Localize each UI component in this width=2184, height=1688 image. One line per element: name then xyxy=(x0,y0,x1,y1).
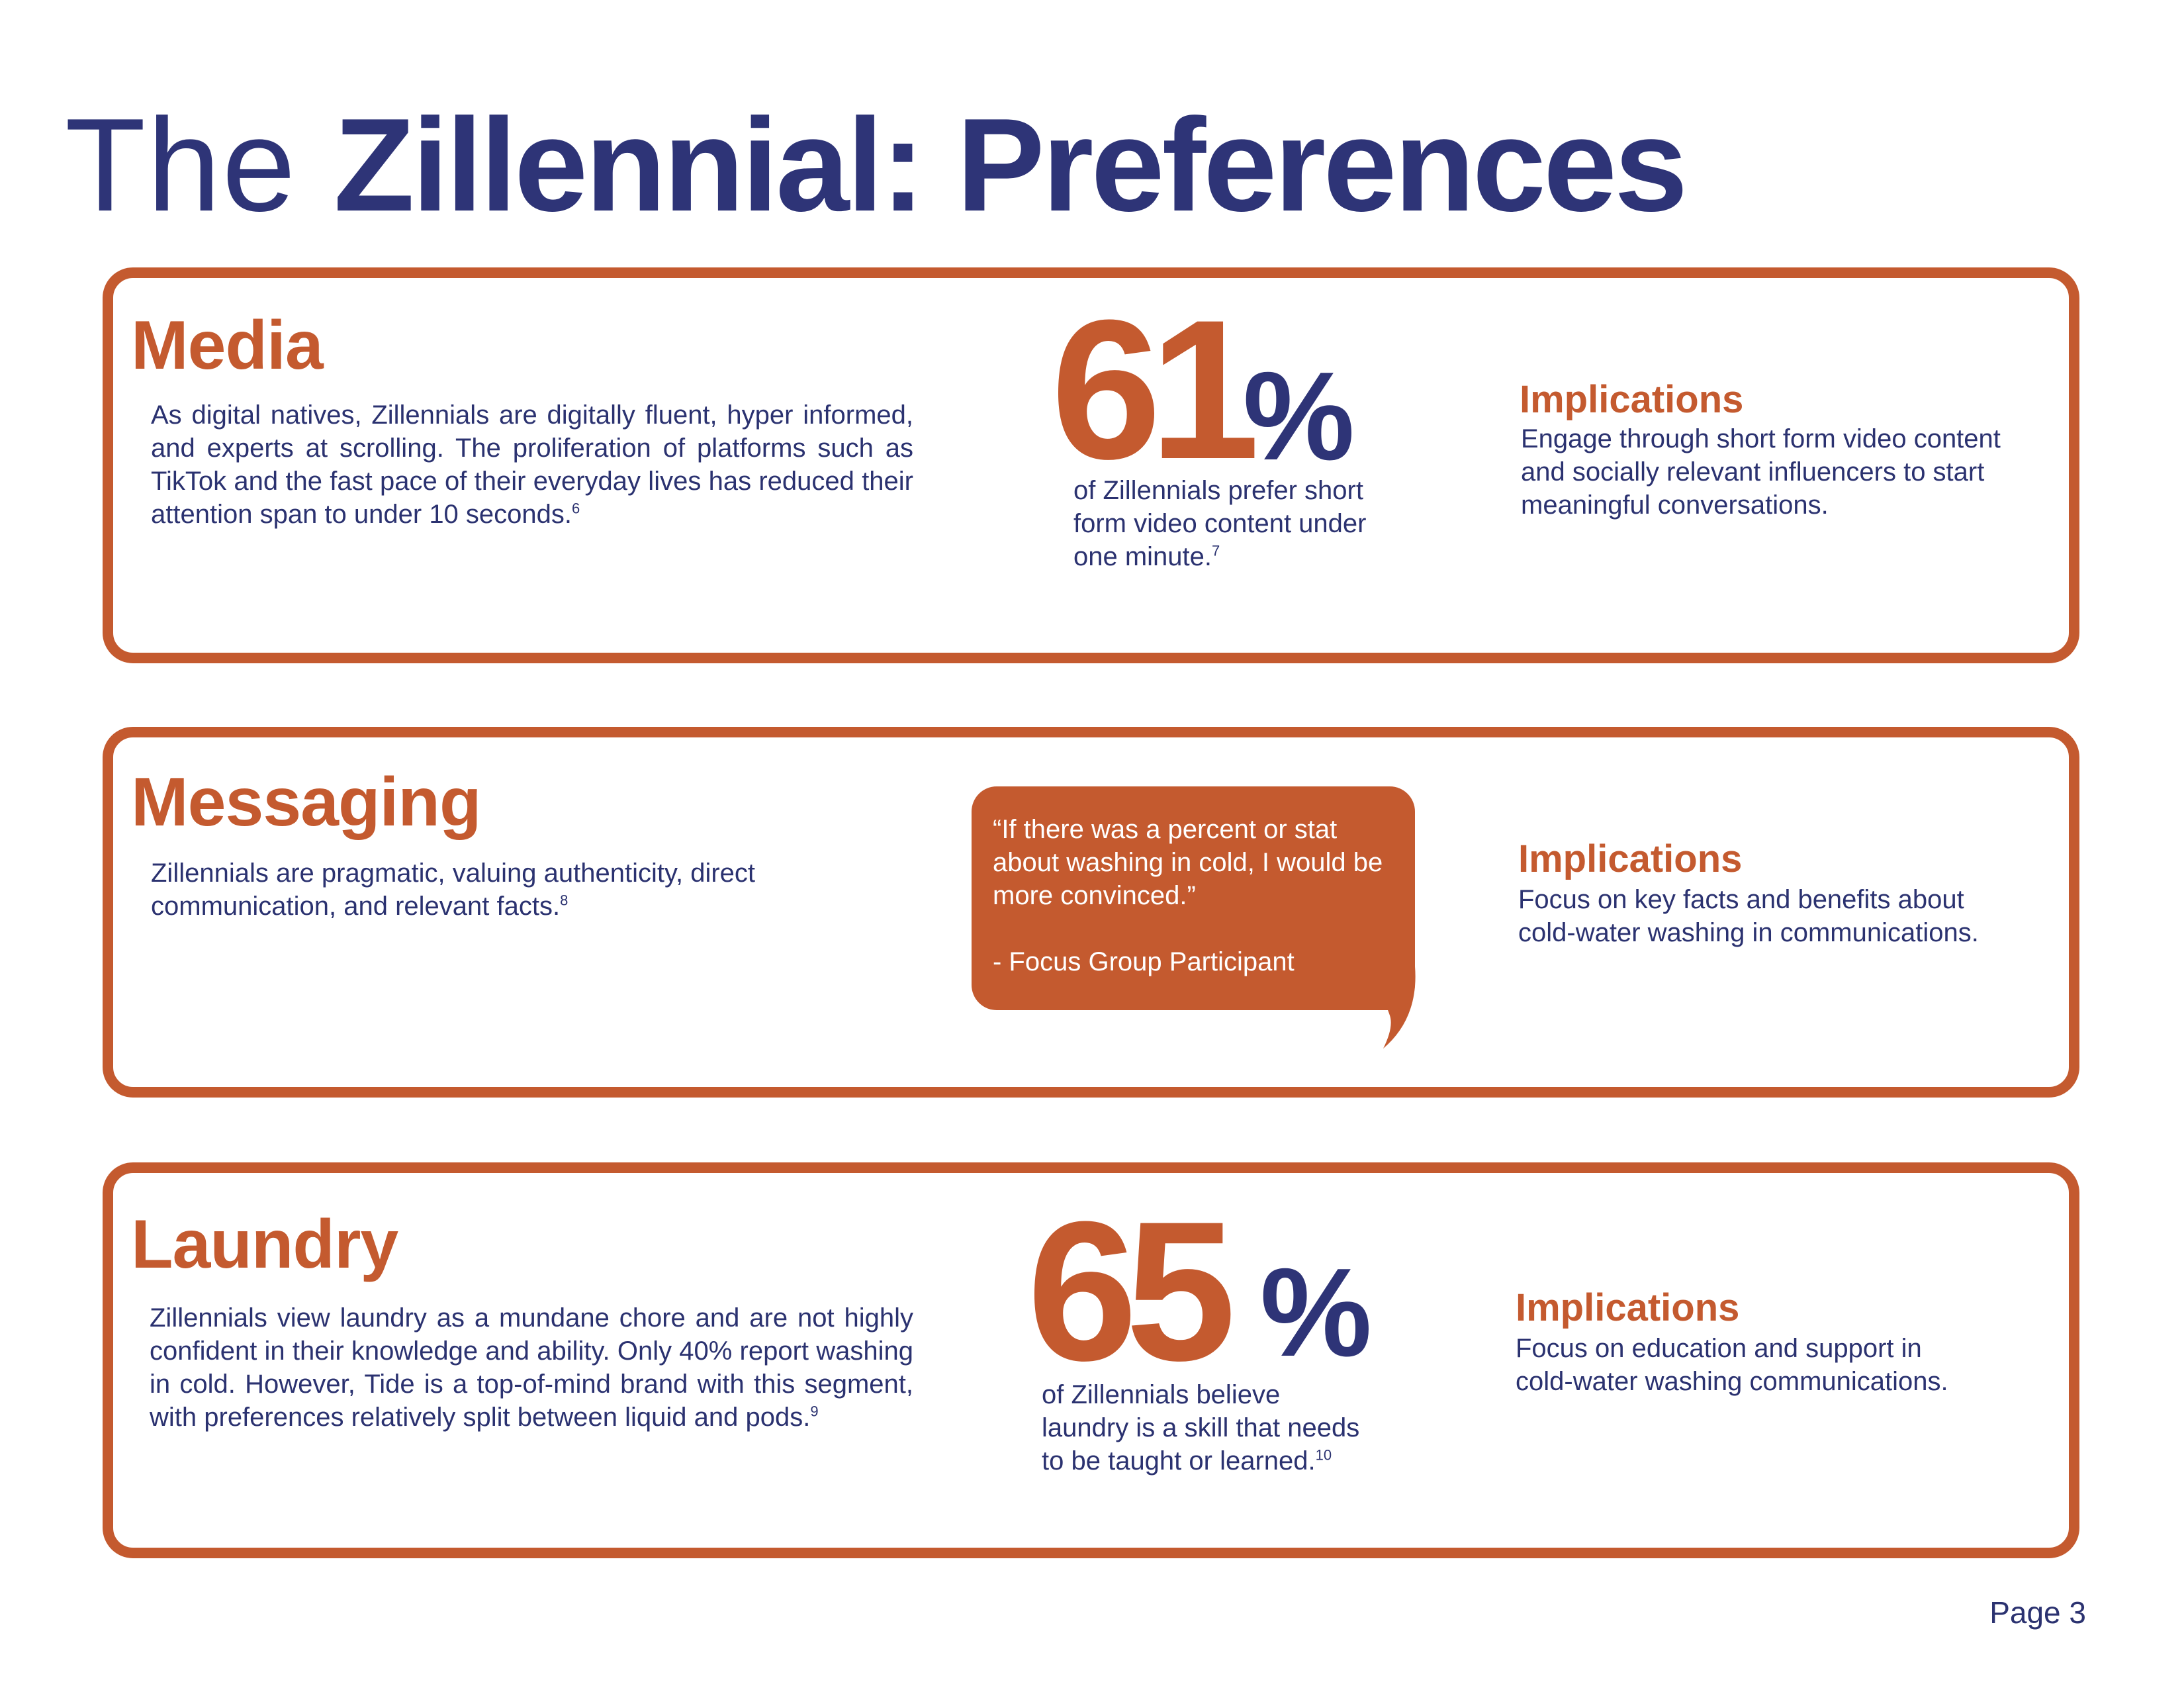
media-implications-text: Engage through short form video content … xyxy=(1521,424,2001,520)
laundry-body: Zillennials view laundry as a mundane ch… xyxy=(150,1301,913,1434)
page-number: Page 3 xyxy=(1989,1595,2086,1630)
media-stat-ref: 7 xyxy=(1212,542,1220,559)
quote-text: “If there was a percent or stat about wa… xyxy=(993,815,1383,910)
laundry-stat-unit: % xyxy=(1260,1243,1372,1383)
messaging-body-ref: 8 xyxy=(560,892,569,909)
media-stat-value: 61 xyxy=(1051,278,1260,500)
media-heading: Media xyxy=(131,307,324,384)
media-stat-unit: % xyxy=(1243,346,1355,487)
laundry-implications-text: Focus on education and support in cold-w… xyxy=(1516,1334,1948,1396)
page-title-light: The xyxy=(65,91,297,239)
media-stat-text: of Zillennials prefer short form video c… xyxy=(1073,474,1391,573)
quote-attribution: - Focus Group Participant xyxy=(993,947,1295,976)
quote-speech-bubble: “If there was a percent or stat about wa… xyxy=(972,786,1415,1010)
messaging-implications-text: Focus on key facts and benefits about co… xyxy=(1518,885,1979,947)
media-stat-text-body: of Zillennials prefer short form video c… xyxy=(1073,476,1367,571)
laundry-stat-text-body: of Zillennials believe laundry is a skil… xyxy=(1042,1380,1360,1476)
laundry-implications-heading: Implications xyxy=(1516,1286,1740,1329)
messaging-body-text: Zillennials are pragmatic, valuing authe… xyxy=(151,859,756,921)
media-card xyxy=(103,267,2079,663)
media-body-ref: 6 xyxy=(572,500,580,517)
laundry-stat-ref: 10 xyxy=(1315,1446,1332,1464)
laundry-body-ref: 9 xyxy=(810,1403,819,1420)
laundry-heading: Laundry xyxy=(131,1206,398,1283)
messaging-heading: Messaging xyxy=(131,764,481,841)
page-title: The Zillennial: Preferences xyxy=(65,91,1688,239)
media-implications-heading: Implications xyxy=(1520,378,1744,421)
laundry-stat-text: of Zillennials believe laundry is a skil… xyxy=(1042,1378,1373,1477)
messaging-implications-heading: Implications xyxy=(1518,837,1743,880)
laundry-body-text: Zillennials view laundry as a mundane ch… xyxy=(150,1303,913,1432)
messaging-card xyxy=(103,727,2079,1098)
media-body-text: As digital natives, Zillennials are digi… xyxy=(151,400,913,529)
page-title-bold: Zillennial: Preferences xyxy=(334,91,1688,239)
media-body: As digital natives, Zillennials are digi… xyxy=(151,399,913,531)
messaging-body: Zillennials are pragmatic, valuing authe… xyxy=(151,857,919,923)
laundry-stat-value: 65 xyxy=(1027,1180,1236,1402)
laundry-card xyxy=(103,1162,2079,1558)
